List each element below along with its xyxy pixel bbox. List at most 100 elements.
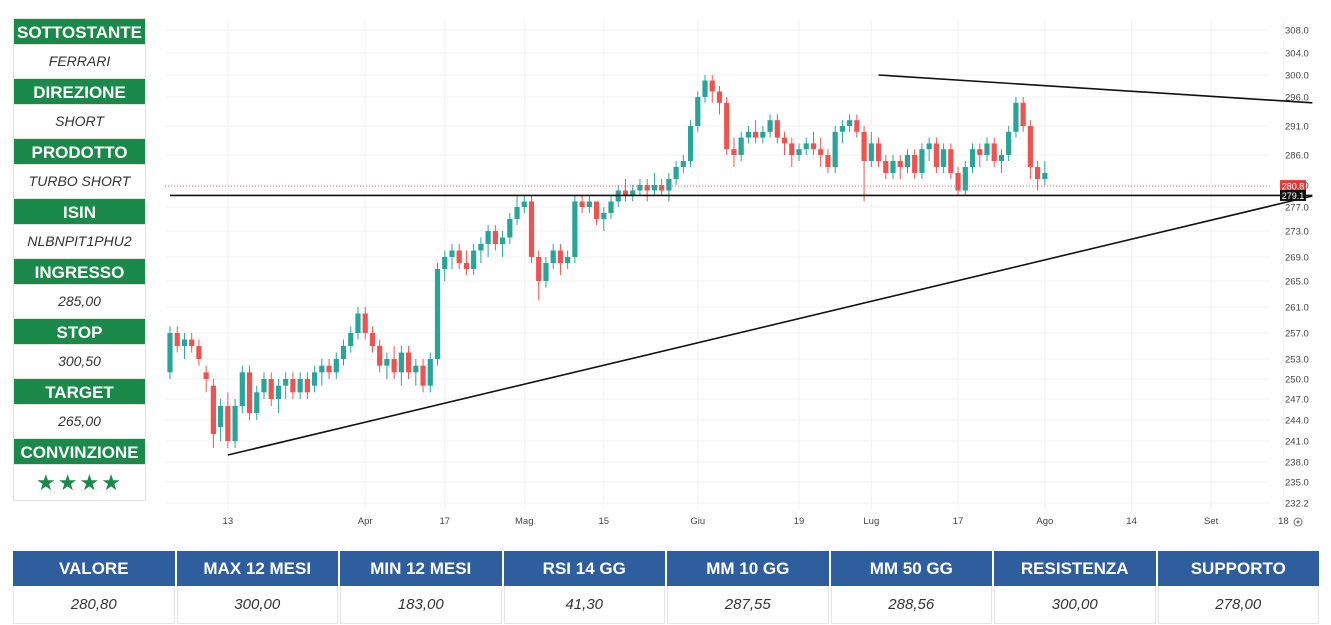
candle-body bbox=[904, 155, 911, 167]
last-price-badge bbox=[1280, 180, 1306, 192]
info-value-direction: SHORT bbox=[13, 105, 146, 138]
candle-body bbox=[290, 379, 296, 393]
info-value-target: 265,00 bbox=[13, 405, 146, 438]
candle-body bbox=[593, 201, 600, 219]
candle-body bbox=[760, 131, 766, 138]
x-tick-label: Lug bbox=[863, 516, 879, 527]
candle-body bbox=[268, 379, 274, 399]
candle-body bbox=[405, 352, 412, 373]
trendline bbox=[878, 74, 1313, 104]
candle-body bbox=[1027, 126, 1033, 167]
stats-header: RESISTENZA bbox=[994, 551, 1156, 586]
candle-body bbox=[753, 131, 759, 138]
y-tick-label: 296.0 bbox=[1285, 93, 1309, 104]
candle-body bbox=[868, 143, 874, 161]
stats-header: MAX 12 MESI bbox=[176, 551, 338, 586]
candle-body bbox=[333, 359, 339, 373]
stats-header: RSI 14 GG bbox=[503, 551, 665, 586]
info-block-conviction: CONVINZIONE ★★★★ bbox=[13, 438, 146, 501]
candle-body bbox=[738, 137, 744, 155]
candle-body bbox=[803, 143, 809, 150]
candle-body bbox=[926, 143, 932, 150]
chart-settings-icon[interactable] bbox=[1293, 517, 1303, 527]
y-tick-label: 308.0 bbox=[1285, 26, 1309, 37]
y-axis: 308.0304.0300.0296.0291.0286.0281.0277.0… bbox=[1285, 26, 1309, 510]
candle-body bbox=[355, 313, 361, 333]
candle-body bbox=[1006, 131, 1012, 155]
candle-body bbox=[659, 185, 665, 191]
candle-body bbox=[897, 161, 903, 167]
y-tick-label: 238.0 bbox=[1285, 458, 1309, 469]
candle-body bbox=[261, 379, 267, 393]
chart-settings-icon-dot bbox=[1296, 520, 1300, 524]
candle-body bbox=[471, 250, 477, 269]
info-label-direction: DIREZIONE bbox=[13, 78, 146, 105]
candle-body bbox=[998, 155, 1005, 161]
y-tick-label: 273.0 bbox=[1285, 227, 1309, 238]
candle-body bbox=[919, 149, 925, 173]
candle-body bbox=[1035, 167, 1041, 179]
candle-body bbox=[514, 207, 520, 219]
y-tick-label: 269.0 bbox=[1285, 253, 1309, 264]
price-chart: 308.0304.0300.0296.0291.0286.0281.0277.0… bbox=[165, 20, 1313, 527]
stats-value: 300,00 bbox=[176, 586, 338, 624]
candle-body bbox=[1013, 102, 1019, 132]
y-tick-label: 291.0 bbox=[1285, 122, 1309, 133]
support-price-label: 279.1 bbox=[1282, 191, 1305, 201]
candle-body bbox=[275, 385, 282, 399]
candle-body bbox=[572, 201, 578, 257]
candle-body bbox=[340, 346, 347, 359]
candle-body bbox=[369, 333, 376, 346]
candle-body bbox=[565, 257, 571, 263]
candle-body bbox=[854, 120, 860, 132]
candle-body bbox=[955, 173, 961, 191]
chart-gridlines bbox=[165, 20, 1284, 510]
x-tick-label: Ago bbox=[1036, 516, 1053, 527]
x-tick-label: Giu bbox=[690, 516, 705, 527]
info-value-underlying: FERRARI bbox=[13, 45, 146, 78]
candle-body bbox=[601, 213, 607, 219]
stats-value: 287,55 bbox=[667, 586, 829, 624]
candle-body bbox=[586, 201, 592, 207]
candle-body bbox=[174, 333, 180, 346]
candle-body bbox=[695, 97, 701, 126]
y-tick-label: 241.0 bbox=[1285, 437, 1309, 448]
candle-body bbox=[326, 365, 332, 373]
info-value-stop: 300,50 bbox=[13, 345, 146, 378]
candle-body bbox=[789, 143, 795, 155]
candle-body bbox=[478, 244, 484, 251]
y-tick-label: 300.0 bbox=[1285, 71, 1309, 82]
candlestick-series bbox=[167, 75, 1048, 448]
candle-body bbox=[189, 339, 195, 346]
x-tick-label: Set bbox=[1204, 516, 1219, 527]
info-block-direction: DIREZIONE SHORT bbox=[13, 78, 146, 138]
candle-body bbox=[507, 219, 513, 238]
candle-body bbox=[644, 185, 650, 191]
x-tick-label: Apr bbox=[358, 516, 373, 527]
candle-body bbox=[521, 201, 527, 207]
candle-body bbox=[687, 126, 694, 161]
stats-value: 278,00 bbox=[1157, 586, 1319, 624]
stats-value: 41,30 bbox=[503, 586, 665, 624]
candle-body bbox=[832, 131, 838, 167]
candle-body bbox=[745, 131, 751, 138]
candle-body bbox=[673, 167, 679, 179]
candle-body bbox=[890, 161, 896, 173]
info-label-product: PRODOTTO bbox=[13, 138, 146, 165]
candle-body bbox=[283, 379, 289, 386]
candle-body bbox=[579, 201, 585, 207]
stats-value: 183,00 bbox=[340, 586, 502, 624]
candle-body bbox=[377, 346, 383, 366]
info-block-stop: STOP 300,50 bbox=[13, 318, 146, 378]
candle-body bbox=[297, 379, 303, 393]
candle-body bbox=[398, 352, 404, 373]
candle-body bbox=[557, 250, 564, 263]
info-value-isin: NLBNPIT1PHU2 bbox=[13, 225, 146, 258]
support-price-badge bbox=[1280, 189, 1306, 201]
y-tick-label: 253.0 bbox=[1285, 355, 1309, 366]
candle-body bbox=[810, 143, 817, 150]
stats-value: 288,56 bbox=[830, 586, 992, 624]
y-tick-label: 286.0 bbox=[1285, 151, 1309, 162]
candle-body bbox=[485, 231, 491, 244]
candle-body bbox=[883, 161, 889, 173]
